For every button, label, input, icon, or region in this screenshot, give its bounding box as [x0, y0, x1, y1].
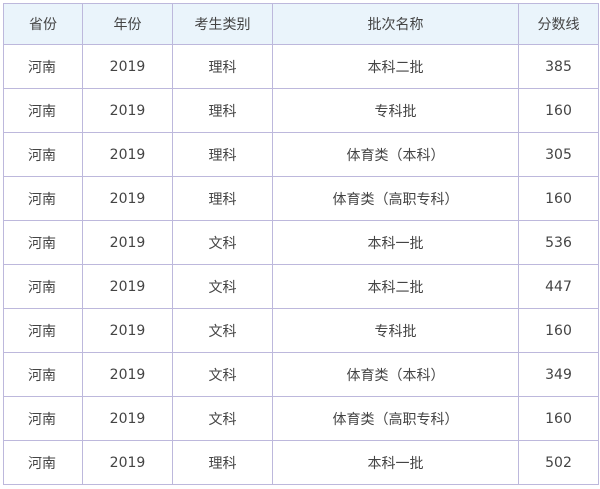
table-row: 河南 2019 文科 体育类（高职专科） 160	[3, 396, 599, 441]
header-batch: 批次名称	[272, 3, 519, 45]
cell-batch: 本科一批	[272, 220, 519, 265]
cell-batch: 本科二批	[272, 44, 519, 89]
table-row: 河南 2019 文科 体育类（本科） 349	[3, 352, 599, 397]
table-row: 河南 2019 文科 本科二批 447	[3, 264, 599, 309]
score-table: 省份 年份 考生类别 批次名称 分数线 河南 2019 理科 本科二批 385 河南 2019 理科专…	[3, 3, 599, 485]
cell-batch: 专科批	[272, 88, 519, 133]
cell-score: 305	[518, 132, 599, 177]
cell-score: 447	[518, 264, 599, 309]
cell-year: 2019	[82, 88, 173, 133]
header-year: 年份	[82, 3, 173, 45]
cell-batch: 专科批	[272, 308, 519, 353]
cell-year: 2019	[82, 396, 173, 441]
cell-year: 2019	[82, 176, 173, 221]
cell-category: 文科	[172, 352, 273, 397]
cell-province: 河南	[3, 308, 83, 353]
cell-year: 2019	[82, 440, 173, 485]
cell-batch: 体育类（高职专科）	[272, 396, 519, 441]
cell-category: 理科	[172, 440, 273, 485]
cell-score: 502	[518, 440, 599, 485]
cell-batch: 体育类（高职专科）	[272, 176, 519, 221]
cell-score: 160	[518, 308, 599, 353]
cell-year: 2019	[82, 352, 173, 397]
cell-batch: 体育类（本科）	[272, 352, 519, 397]
cell-province: 河南	[3, 396, 83, 441]
table-row: 河南 2019 文科 专科批 160	[3, 308, 599, 353]
cell-province: 河南	[3, 264, 83, 309]
cell-category: 理科	[172, 88, 273, 133]
cell-province: 河南	[3, 176, 83, 221]
cell-province: 河南	[3, 220, 83, 265]
cell-category: 文科	[172, 308, 273, 353]
cell-province: 河南	[3, 88, 83, 133]
cell-score: 385	[518, 44, 599, 89]
cell-province: 河南	[3, 132, 83, 177]
cell-category: 文科	[172, 220, 273, 265]
cell-score: 160	[518, 396, 599, 441]
header-score: 分数线	[518, 3, 599, 45]
cell-batch: 本科一批	[272, 440, 519, 485]
cell-category: 文科	[172, 264, 273, 309]
cell-category: 理科	[172, 176, 273, 221]
cell-batch: 本科二批	[272, 264, 519, 309]
cell-score: 160	[518, 88, 599, 133]
cell-province: 河南	[3, 440, 83, 485]
cell-score: 349	[518, 352, 599, 397]
cell-category: 文科	[172, 396, 273, 441]
table-row: 河南 2019 理科 本科二批 385	[3, 44, 599, 89]
cell-province: 河南	[3, 44, 83, 89]
table-row: 河南 2019 理科 体育类（高职专科） 160	[3, 176, 599, 221]
cell-score: 160	[518, 176, 599, 221]
cell-category: 理科	[172, 132, 273, 177]
cell-batch: 体育类（本科）	[272, 132, 519, 177]
cell-category: 理科	[172, 44, 273, 89]
cell-year: 2019	[82, 264, 173, 309]
table-row: 河南 2019 理科 体育类（本科） 305	[3, 132, 599, 177]
cell-year: 2019	[82, 44, 173, 89]
cell-year: 2019	[82, 132, 173, 177]
table-row: 河南 2019 理科 专科批 160	[3, 88, 599, 133]
cell-year: 2019	[82, 308, 173, 353]
cell-year: 2019	[82, 220, 173, 265]
cell-score: 536	[518, 220, 599, 265]
table-body: 河南 2019 理科 本科二批 385 河南 2019 理科 专科批 160 河南 2019 理科 体育类…	[3, 44, 599, 485]
table-row: 河南 2019 理科 本科一批 502	[3, 440, 599, 485]
table-row: 河南 2019 文科 本科一批 536	[3, 220, 599, 265]
header-province: 省份	[3, 3, 83, 45]
header-row: 省份 年份 考生类别 批次名称 分数线	[3, 3, 599, 45]
header-category: 考生类别	[172, 3, 273, 45]
cell-province: 河南	[3, 352, 83, 397]
